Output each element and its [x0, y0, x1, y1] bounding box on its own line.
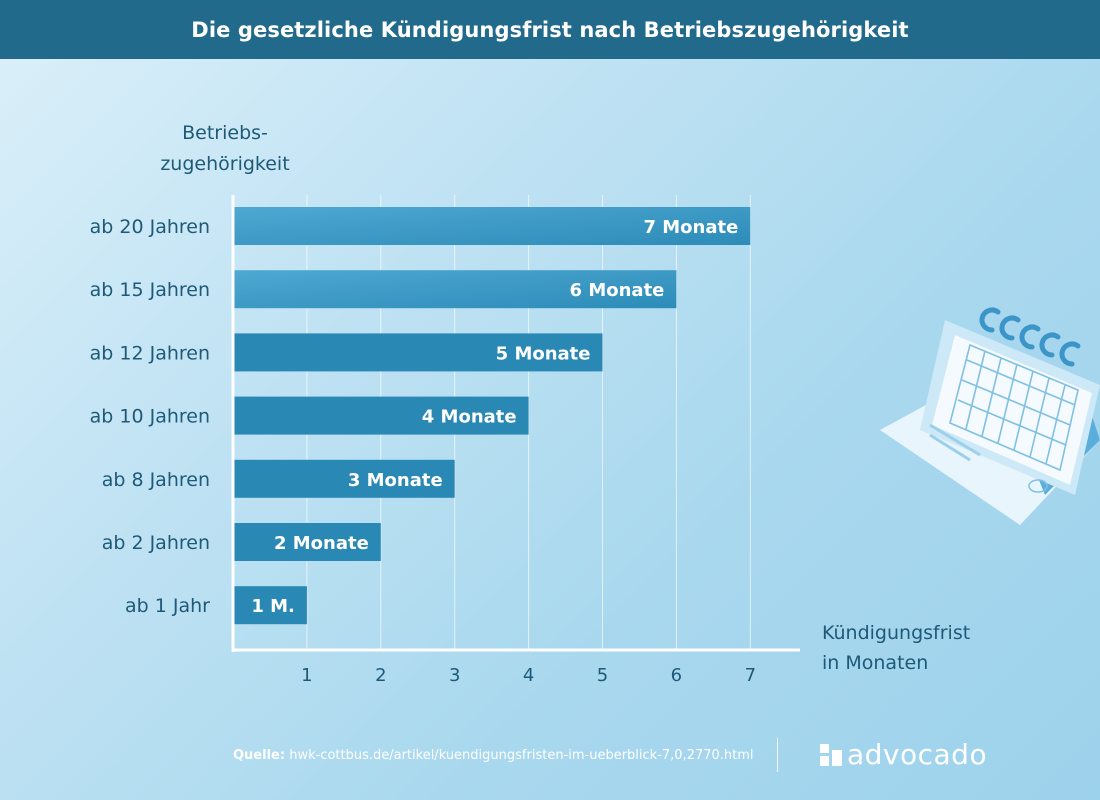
- bar: [234, 333, 603, 372]
- y-axis-label-line-2: zugehörigkeit: [160, 153, 290, 175]
- bar: [234, 586, 307, 625]
- category-label: ab 10 Jahren: [90, 406, 210, 428]
- value-label: 4 Monate: [422, 407, 517, 428]
- y-axis-label: Betriebs- zugehörigkeit: [150, 118, 300, 180]
- x-axis-label-line-2: in Monaten: [822, 652, 929, 674]
- bar: [234, 207, 751, 245]
- source-note: Quelle: hwk-cottbus.de/artikel/kuendigun…: [233, 748, 754, 763]
- bar: [234, 523, 381, 561]
- x-tick-label: 4: [523, 665, 534, 686]
- value-label: 5 Monate: [496, 343, 591, 364]
- category-label: ab 15 Jahren: [90, 279, 210, 301]
- category-labels: ab 20 Jahren ab 15 Jahren ab 12 Jahren ab 1…: [90, 216, 211, 617]
- header-bar: Die gesetzliche Kündigungsfrist nach Bet…: [0, 0, 1100, 59]
- y-axis-label-line-1: Betriebs-: [182, 122, 268, 144]
- value-label: 6 Monate: [570, 280, 665, 301]
- category-label: ab 12 Jahren: [90, 342, 210, 364]
- advocado-logo: advocado: [820, 738, 987, 772]
- x-axis-label: Kündigungsfrist in Monaten: [822, 618, 970, 678]
- category-label: ab 20 Jahren: [90, 216, 210, 238]
- x-tick-label: 3: [449, 665, 460, 686]
- value-label: 3 Monate: [348, 470, 443, 491]
- x-axis-label-line-1: Kündigungsfrist: [822, 622, 971, 644]
- value-labels: 7 Monate 6 Monate 5 Monate 4 Monate 3 Monate…: [251, 217, 738, 617]
- x-tick-label: 6: [671, 665, 682, 686]
- x-tick-label: 1: [301, 665, 312, 686]
- x-tick-labels: 1 2 3 4 5 6 7: [301, 665, 756, 686]
- logo-text: advocado: [847, 738, 988, 771]
- footer-divider: [777, 738, 778, 772]
- calendar-icon: [870, 290, 1100, 534]
- x-tick-label: 7: [745, 665, 756, 686]
- category-label: ab 8 Jahren: [102, 469, 210, 491]
- source-label: Quelle:: [233, 748, 286, 763]
- value-label: 7 Monate: [643, 217, 738, 238]
- bar: [234, 396, 529, 435]
- axes: [231, 195, 800, 652]
- value-label: 1 M.: [251, 596, 295, 617]
- logo-mark-icon: [820, 744, 842, 766]
- value-label: 2 Monate: [274, 533, 369, 554]
- category-label: ab 1 Jahr: [125, 595, 210, 617]
- category-label: ab 2 Jahren: [102, 532, 210, 554]
- page-title: Die gesetzliche Kündigungsfrist nach Bet…: [191, 17, 909, 42]
- source-text: hwk-cottbus.de/artikel/kuendigungsfriste…: [289, 748, 754, 763]
- x-tick-label: 5: [597, 665, 608, 686]
- bars: [234, 207, 751, 625]
- x-tick-label: 2: [375, 665, 386, 686]
- bar: [234, 270, 677, 309]
- bar: [234, 459, 455, 498]
